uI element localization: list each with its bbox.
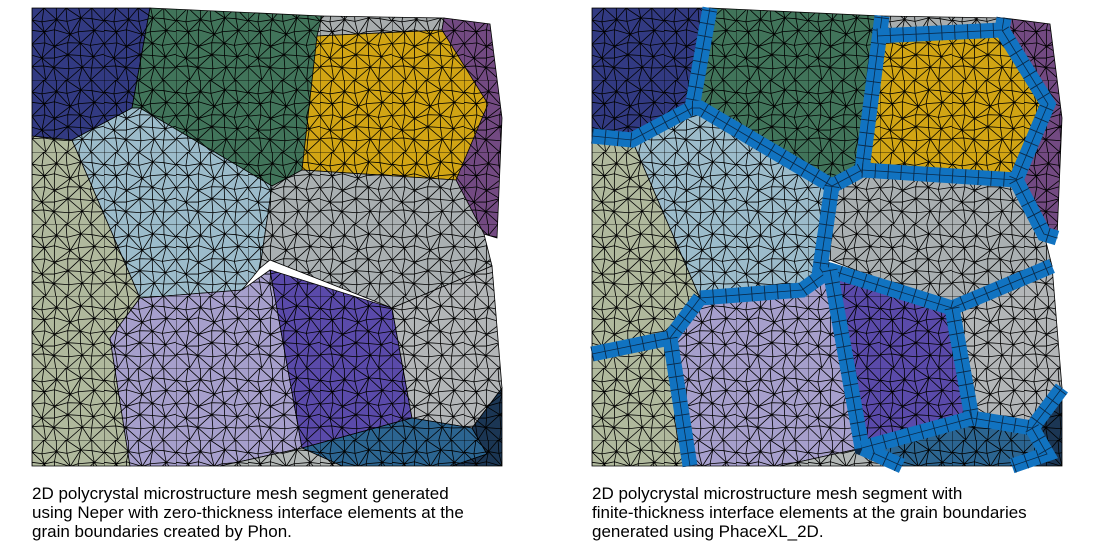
interface-centerline [1015, 179, 1058, 239]
caption-line: finite-thickness interface elements at t… [592, 503, 1027, 522]
neper-mesh-svg [31, 7, 503, 467]
interface-centerline [1011, 427, 1048, 467]
phacexl-mesh-figure [590, 6, 1068, 474]
interface-element-layer [590, 6, 1068, 474]
grain-mesh-overlay [270, 270, 412, 448]
grain-mesh-overlay [830, 270, 972, 448]
grain-mesh-overlay [220, 448, 342, 466]
grain-mesh-overlay [820, 170, 1052, 308]
caption-line: generated using PhaceXL_2D. [592, 522, 824, 541]
phacexl-mesh-svg [590, 6, 1068, 474]
interface-centerline [699, 269, 831, 299]
grain-mesh-overlay [317, 16, 444, 36]
interface-centerline [669, 337, 691, 467]
grain-mesh-overlay [32, 136, 140, 466]
grain-mesh-overlay [952, 266, 1062, 428]
caption-line: 2D polycrystal microstructure mesh segme… [32, 484, 449, 503]
phacexl-figure-caption: 2D polycrystal microstructure mesh segme… [592, 484, 1092, 541]
grain-layer [31, 7, 503, 467]
interface-centerline [861, 17, 1049, 181]
grain-mesh-overlay [72, 108, 272, 298]
grain-mesh-overlay [302, 418, 487, 466]
neper-figure-caption: 2D polycrystal microstructure mesh segme… [32, 484, 532, 541]
grain-mesh-overlay [302, 30, 488, 180]
caption-line: grain boundaries created by Phon. [32, 522, 292, 541]
grain-mesh-overlay [260, 170, 492, 308]
grain-mesh-overlay [862, 30, 1048, 180]
grain-mesh-overlay [132, 8, 322, 186]
interface-centerline [861, 417, 973, 449]
grain-mesh-overlay [110, 270, 302, 466]
grain-mesh-overlay [452, 388, 502, 466]
interface-centerline [591, 7, 711, 141]
grain-mesh-overlay [670, 270, 862, 466]
neper-mesh-figure [31, 7, 503, 467]
caption-line: using Neper with zero-thickness interfac… [32, 503, 464, 522]
grain-mesh-overlay [32, 8, 150, 140]
grain-mesh-overlay [632, 108, 832, 298]
grain-mesh-overlay [392, 266, 502, 428]
caption-line: 2D polycrystal microstructure mesh segme… [592, 484, 963, 503]
interface-centerline [876, 29, 1003, 37]
grain-mesh-overlay [692, 8, 882, 186]
interface-centerline [951, 307, 1063, 429]
